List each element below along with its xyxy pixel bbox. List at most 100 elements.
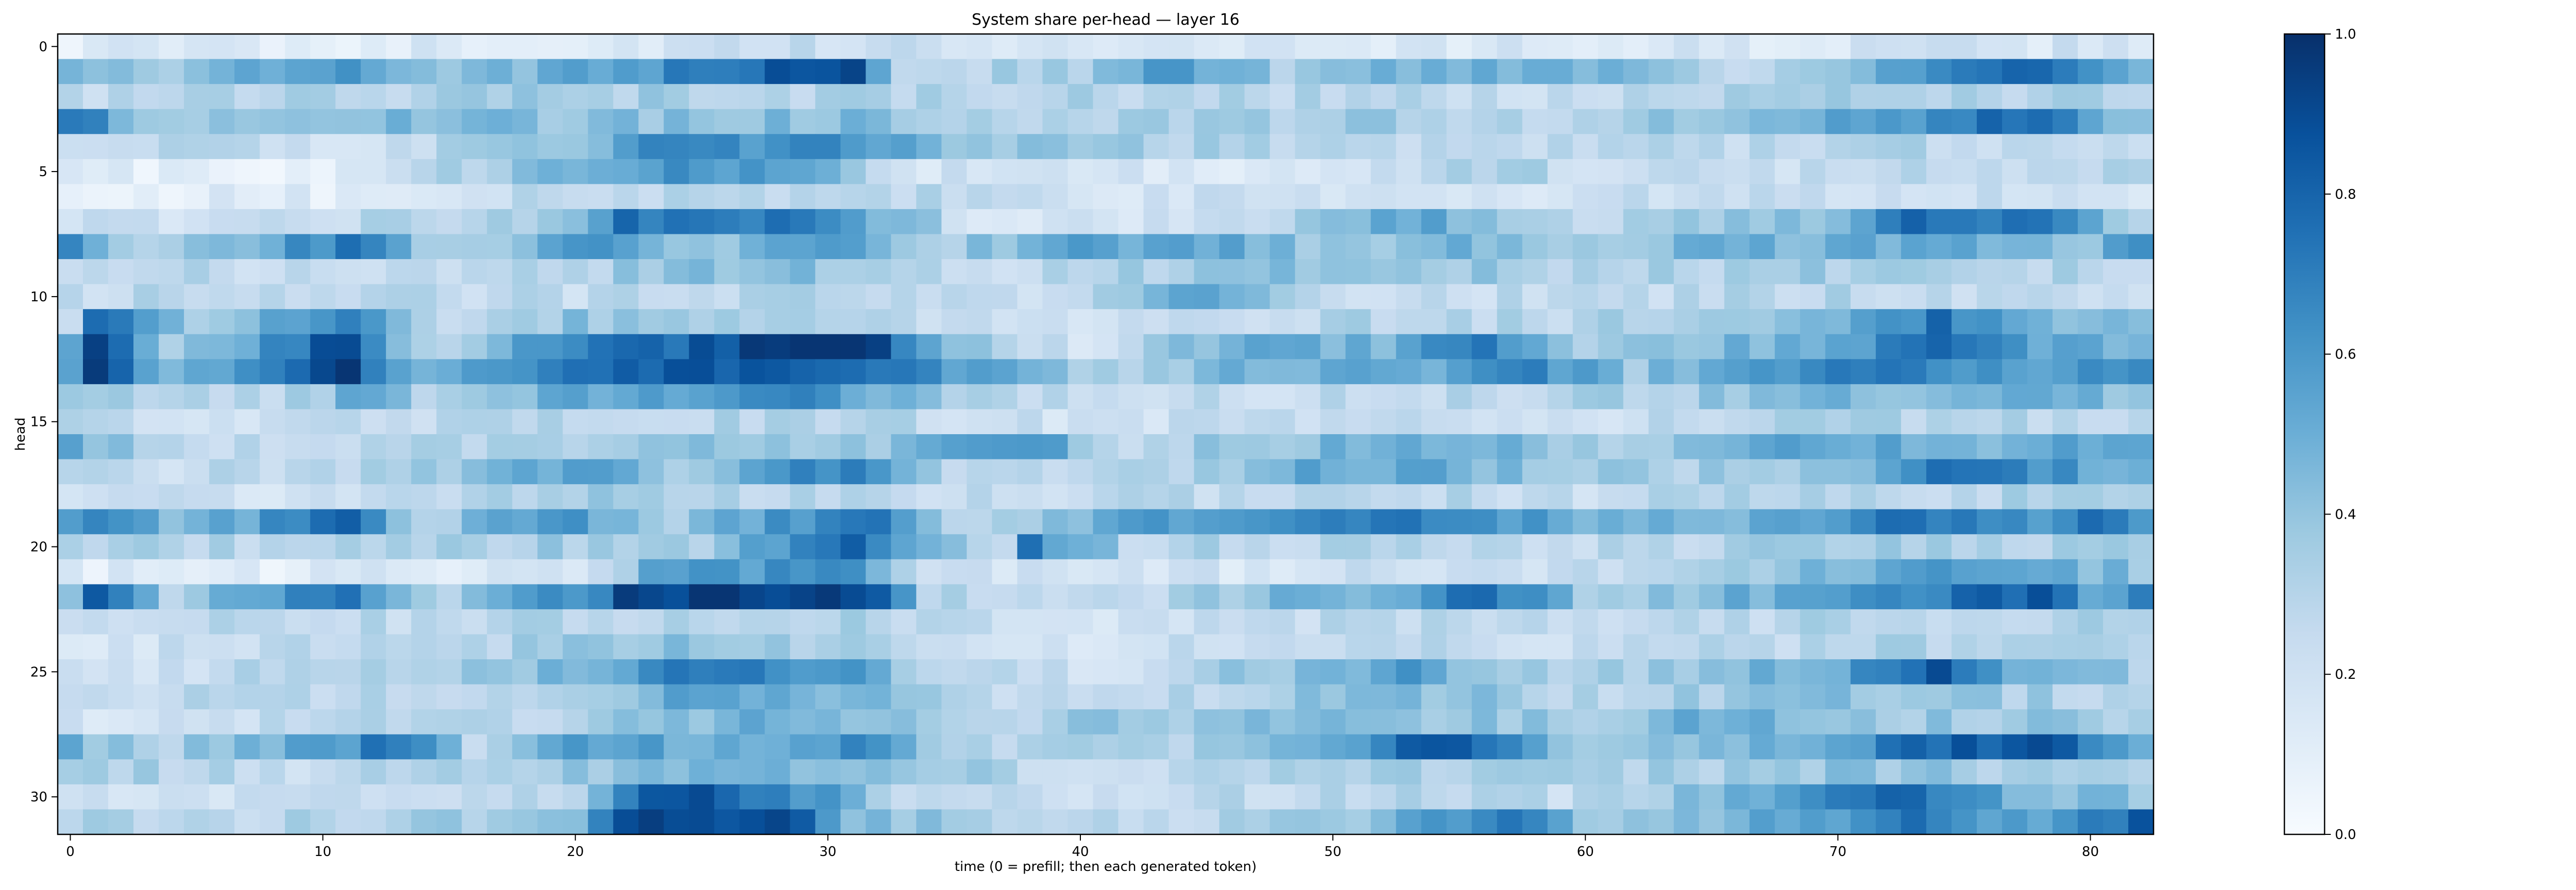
heatmap-cell (487, 734, 513, 760)
heatmap-cell (714, 34, 740, 60)
heatmap-cell (1446, 284, 1472, 310)
heatmap-cell (1168, 559, 1195, 585)
heatmap-cell (1396, 559, 1422, 585)
heatmap-cell (1598, 584, 1624, 610)
heatmap-cell (1320, 359, 1346, 385)
heatmap-cell (1951, 334, 1977, 360)
heatmap-cell (209, 809, 235, 835)
heatmap-cell (714, 809, 740, 835)
heatmap-cell (1724, 109, 1750, 134)
heatmap-cell (83, 759, 109, 785)
heatmap-cell (184, 359, 210, 385)
heatmap-cell (1295, 384, 1321, 410)
heatmap-cell (1699, 559, 1725, 585)
heatmap-cell (1396, 734, 1422, 760)
heatmap-cell (588, 234, 614, 260)
heatmap-cell (1168, 609, 1195, 635)
heatmap-cell (1421, 284, 1447, 310)
heatmap-cell (260, 509, 285, 535)
heatmap-cell (563, 334, 588, 360)
heatmap-cell (159, 759, 184, 785)
heatmap-cell (664, 809, 689, 835)
heatmap-cell (1673, 509, 1700, 535)
heatmap-cell (1269, 434, 1296, 460)
heatmap-cell (310, 809, 336, 835)
heatmap-cell (159, 184, 184, 210)
heatmap-cell (613, 334, 639, 360)
heatmap-cell (840, 784, 866, 810)
heatmap-cell (1244, 334, 1270, 360)
heatmap-cell (335, 459, 361, 485)
heatmap-cell (1446, 209, 1472, 235)
heatmap-cell (1269, 484, 1296, 510)
heatmap-cell (184, 759, 210, 785)
heatmap-cell (1774, 684, 1801, 710)
heatmap-cell (563, 484, 588, 510)
heatmap-cell (1800, 134, 1826, 160)
heatmap-cell (992, 609, 1018, 635)
heatmap-cell (512, 209, 538, 235)
heatmap-cell (613, 484, 639, 510)
heatmap-cell (1673, 759, 1700, 785)
heatmap-cell (1219, 209, 1245, 235)
heatmap-cell (1699, 609, 1725, 635)
heatmap-cell (866, 634, 891, 660)
heatmap-cell (1572, 309, 1599, 335)
heatmap-cell (335, 134, 361, 160)
heatmap-cell (1648, 334, 1674, 360)
heatmap-cell (739, 234, 765, 260)
heatmap-cell (2077, 434, 2104, 460)
heatmap-cell (108, 784, 134, 810)
heatmap-cell (992, 284, 1018, 310)
heatmap-cell (1951, 109, 1977, 134)
heatmap-cell (462, 259, 487, 285)
heatmap-cell (411, 259, 437, 285)
heatmap-cell (765, 734, 790, 760)
heatmap-cell (638, 259, 664, 285)
heatmap-cell (2027, 34, 2053, 60)
heatmap-cell (714, 184, 740, 210)
heatmap-cell (1749, 134, 1775, 160)
x-tick-label: 80 (2082, 844, 2099, 860)
heatmap-cell (613, 359, 639, 385)
heatmap-cell (58, 559, 83, 585)
heatmap-cell (285, 334, 311, 360)
heatmap-cell (2052, 784, 2078, 810)
heatmap-cell (512, 559, 538, 585)
heatmap-cell (1118, 459, 1144, 485)
heatmap-cell (739, 184, 765, 210)
heatmap-cell (689, 684, 715, 710)
heatmap-cell (1951, 34, 1977, 60)
heatmap-cell (1572, 384, 1599, 410)
heatmap-cell (310, 634, 336, 660)
heatmap-cell (1976, 209, 2003, 235)
heatmap-cell (2052, 109, 2078, 134)
heatmap-cell (967, 234, 993, 260)
heatmap-cell (891, 309, 917, 335)
heatmap-cell (1194, 459, 1220, 485)
heatmap-cell (1699, 734, 1725, 760)
heatmap-cell (159, 609, 184, 635)
heatmap-cell (209, 334, 235, 360)
heatmap-cell (2027, 559, 2053, 585)
heatmap-cell (386, 84, 412, 110)
heatmap-cell (866, 334, 891, 360)
heatmap-cell (1825, 584, 1851, 610)
heatmap-cell (1219, 809, 1245, 835)
heatmap-cell (1926, 234, 1952, 260)
heatmap-cell (1522, 534, 1548, 560)
heatmap-cell (992, 659, 1018, 685)
heatmap-cell (941, 759, 968, 785)
heatmap-cell (1522, 209, 1548, 235)
heatmap-cell (184, 434, 210, 460)
heatmap-cell (1724, 159, 1750, 184)
heatmap-cell (1623, 684, 1649, 710)
heatmap-cell (664, 459, 689, 485)
heatmap-cell (1951, 434, 1977, 460)
heatmap-cell (1017, 509, 1043, 535)
heatmap-cell (1774, 284, 1801, 310)
heatmap-cell (1825, 709, 1851, 735)
heatmap-cell (1471, 384, 1498, 410)
heatmap-cell (1951, 684, 1977, 710)
heatmap-cell (512, 409, 538, 435)
